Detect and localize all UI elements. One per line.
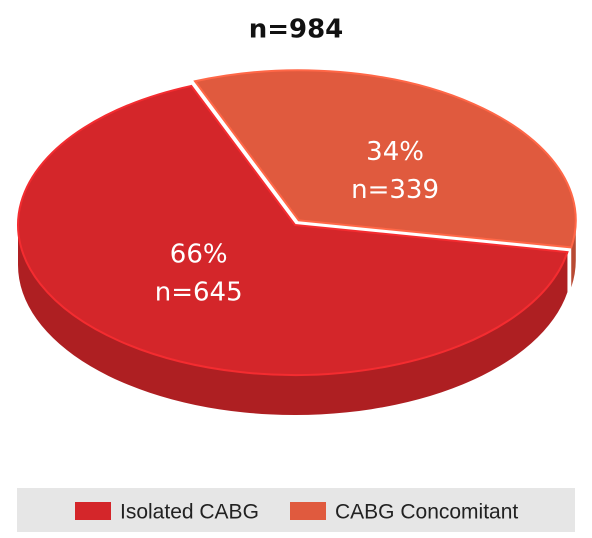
- slice-label: 66%: [170, 239, 228, 269]
- slice-label: 34%: [366, 137, 424, 167]
- slice: [193, 69, 577, 249]
- slice-side: [18, 225, 568, 415]
- slice-count: n=339: [351, 175, 439, 205]
- legend-swatch: [290, 502, 326, 520]
- legend-label: Isolated CABG: [120, 501, 259, 524]
- chart-title: n=984: [249, 15, 344, 45]
- legend-label: CABG Concomitant: [335, 501, 518, 524]
- slice-count: n=645: [155, 277, 243, 307]
- legend-swatch: [75, 502, 111, 520]
- slice: [17, 84, 569, 376]
